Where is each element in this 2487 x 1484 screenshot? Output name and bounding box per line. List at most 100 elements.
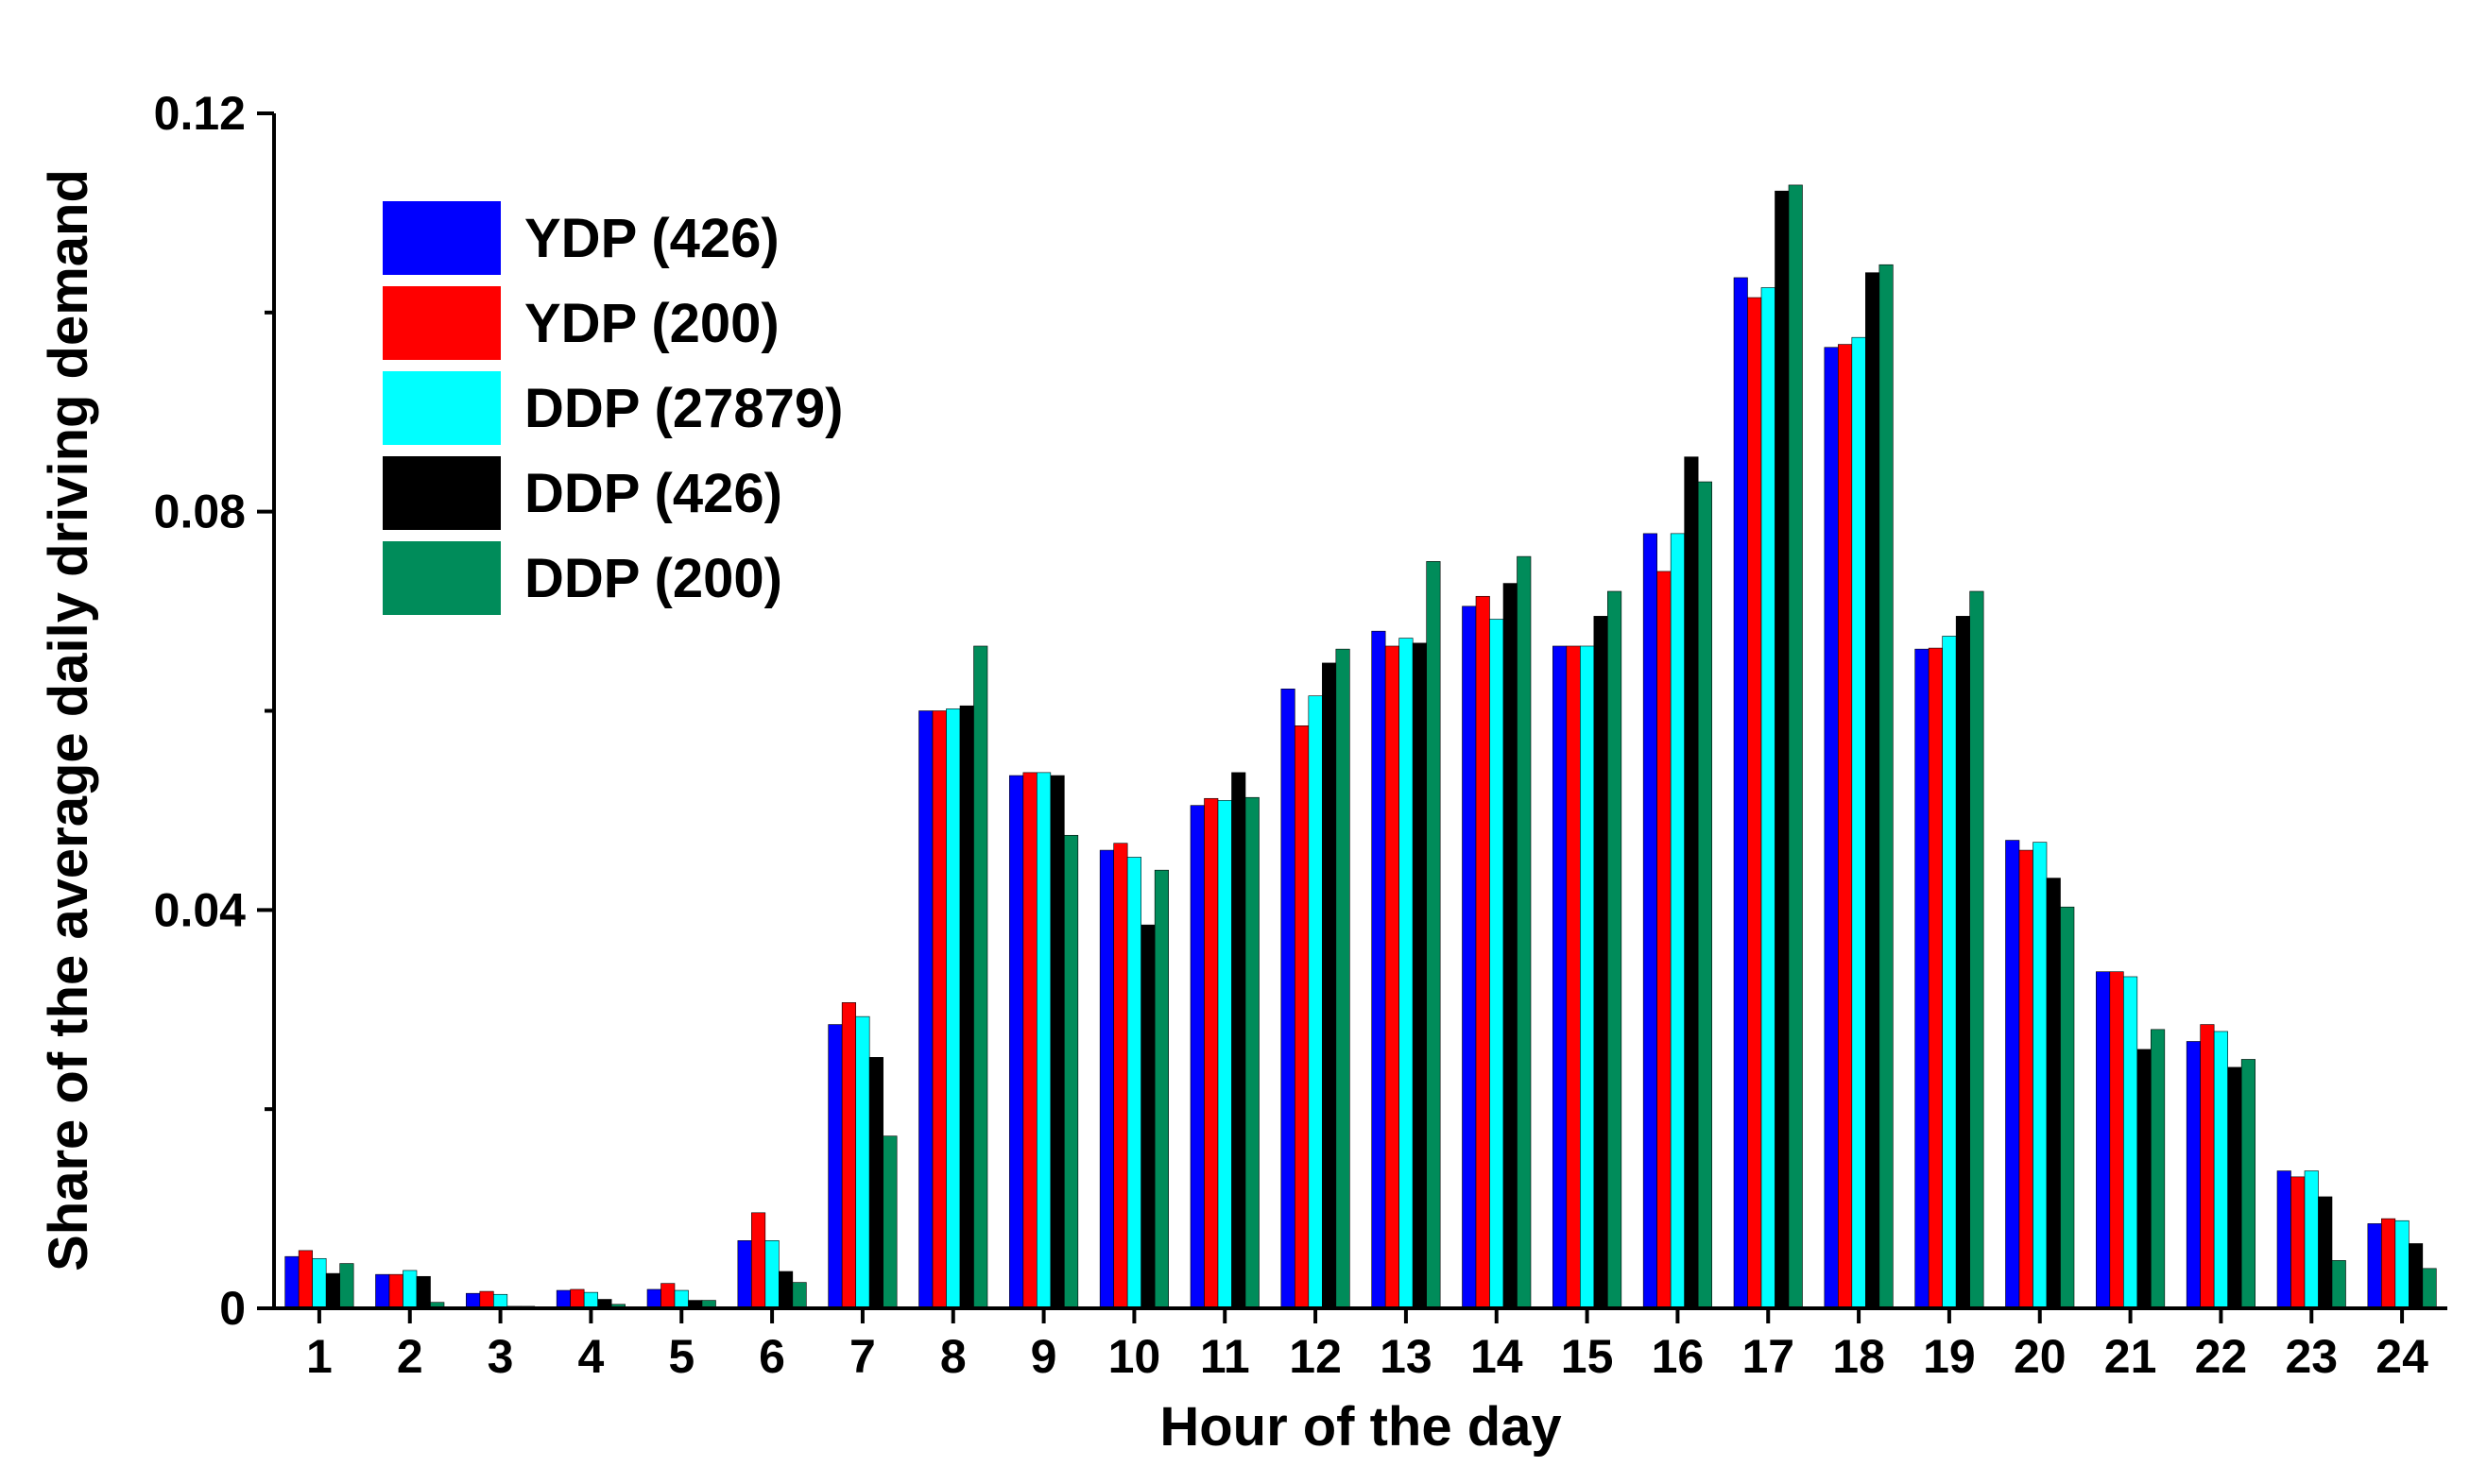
bar-2-series-0 [375, 1273, 390, 1309]
legend-swatch-2 [383, 371, 501, 445]
legend-label-1: YDP (200) [524, 293, 780, 354]
bar-2-series-2 [403, 1270, 418, 1309]
legend-swatch-3 [383, 456, 501, 530]
bar-22-series-2 [2213, 1031, 2228, 1309]
bar-24-series-1 [2381, 1218, 2396, 1309]
x-tick-label-21: 21 [2104, 1330, 2157, 1383]
bar-9-series-3 [1050, 775, 1065, 1309]
legend-label-0: YDP (426) [524, 208, 780, 269]
bar-4-series-2 [583, 1291, 598, 1309]
bar-6-series-2 [764, 1240, 780, 1309]
bar-14-series-0 [1462, 606, 1477, 1309]
bar-4-series-1 [570, 1288, 585, 1309]
bar-12-series-3 [1322, 662, 1337, 1309]
bar-1-series-2 [312, 1257, 327, 1309]
bar-4-series-0 [556, 1289, 571, 1309]
bar-24-series-0 [2367, 1223, 2382, 1309]
bar-11-series-0 [1190, 805, 1205, 1309]
x-tick-label-8: 8 [940, 1330, 967, 1383]
x-tick-label-12: 12 [1289, 1330, 1342, 1383]
bar-21-series-3 [2136, 1049, 2152, 1309]
legend-label-2: DDP (27879) [524, 378, 843, 439]
bar-6-series-4 [792, 1282, 807, 1309]
x-axis-title: Hour of the day [1159, 1396, 1561, 1458]
bar-19-series-1 [1928, 647, 1943, 1309]
bar-15-series-3 [1593, 616, 1608, 1309]
bar-17-series-1 [1747, 297, 1762, 1309]
bar-1-series-3 [325, 1272, 340, 1309]
x-tick-label-23: 23 [2285, 1330, 2338, 1383]
y-axis-title: Share of the average daily driving deman… [38, 169, 99, 1271]
bar-16-series-2 [1670, 533, 1685, 1309]
x-tick-label-6: 6 [759, 1330, 785, 1383]
bar-18-series-3 [1865, 272, 1880, 1309]
bar-14-series-3 [1502, 583, 1518, 1309]
bar-1-series-1 [298, 1250, 313, 1309]
x-tick-label-15: 15 [1561, 1330, 1614, 1383]
bar-24-series-3 [2409, 1243, 2424, 1309]
bar-3-series-0 [466, 1292, 481, 1309]
bar-10-series-1 [1113, 843, 1128, 1309]
bar-7-series-3 [868, 1057, 883, 1309]
bar-18-series-2 [1851, 336, 1866, 1309]
bar-1-series-0 [284, 1255, 300, 1309]
x-tick-label-9: 9 [1031, 1330, 1057, 1383]
bars-layer [284, 184, 2437, 1309]
bar-10-series-4 [1154, 869, 1169, 1309]
bar-20-series-0 [2005, 840, 2020, 1309]
bar-15-series-2 [1580, 645, 1595, 1309]
bar-21-series-0 [2096, 971, 2111, 1309]
y-tick-label: 0.12 [154, 87, 246, 140]
bar-11-series-4 [1244, 796, 1260, 1309]
x-tick-label-24: 24 [2376, 1330, 2428, 1383]
bar-6-series-3 [779, 1271, 794, 1309]
y-ticks: 0 0.04 0.08 0.12 [154, 87, 274, 1335]
bar-11-series-1 [1204, 797, 1219, 1309]
bar-12-series-1 [1295, 725, 1310, 1309]
bar-10-series-3 [1141, 924, 1156, 1309]
bar-14-series-1 [1475, 595, 1490, 1309]
bar-15-series-1 [1566, 645, 1581, 1309]
bar-23-series-4 [2331, 1260, 2346, 1309]
x-tick-label-17: 17 [1741, 1330, 1794, 1383]
bar-8-series-2 [946, 708, 961, 1309]
legend-swatch-0 [383, 201, 501, 275]
bar-16-series-3 [1684, 456, 1699, 1309]
bar-17-series-0 [1733, 277, 1748, 1309]
legend-swatch-1 [383, 286, 501, 360]
bar-8-series-4 [973, 645, 988, 1309]
bar-22-series-4 [2240, 1059, 2255, 1309]
bar-12-series-0 [1280, 689, 1295, 1309]
bar-14-series-2 [1489, 619, 1504, 1309]
bar-22-series-0 [2186, 1041, 2201, 1309]
bar-10-series-0 [1099, 849, 1114, 1309]
x-tick-label-14: 14 [1470, 1330, 1523, 1383]
bar-23-series-1 [2290, 1176, 2306, 1309]
x-tick-label-20: 20 [2014, 1330, 2067, 1383]
x-tick-label-4: 4 [578, 1330, 605, 1383]
bar-5-series-0 [646, 1288, 661, 1309]
bar-16-series-4 [1697, 481, 1712, 1309]
x-tick-label-1: 1 [306, 1330, 333, 1383]
bar-19-series-0 [1914, 648, 1930, 1309]
bar-19-series-3 [1955, 616, 1970, 1309]
bar-10-series-2 [1126, 857, 1141, 1309]
bar-3-series-2 [493, 1293, 508, 1309]
bar-18-series-0 [1824, 347, 1839, 1309]
bar-9-series-2 [1037, 772, 1052, 1309]
bar-11-series-3 [1231, 772, 1246, 1309]
x-ticks: 1 2 3 4 5 6 7 8 9 10 11 12 13 14 15 16 17 18 19 20 21 22 23 24 [306, 1308, 2428, 1383]
bar-12-series-2 [1308, 695, 1323, 1309]
x-tick-label-19: 19 [1923, 1330, 1976, 1383]
bar-9-series-0 [1009, 775, 1024, 1309]
bar-9-series-4 [1064, 834, 1079, 1309]
bar-19-series-4 [1969, 590, 1984, 1309]
bar-7-series-4 [883, 1135, 898, 1309]
bar-24-series-2 [2394, 1220, 2410, 1309]
x-tick-label-3: 3 [488, 1330, 514, 1383]
bar-23-series-0 [2276, 1170, 2291, 1309]
bar-8-series-1 [932, 710, 947, 1309]
y-tick-label: 0 [219, 1282, 246, 1335]
bar-13-series-1 [1384, 645, 1399, 1309]
bar-21-series-4 [2151, 1029, 2166, 1309]
